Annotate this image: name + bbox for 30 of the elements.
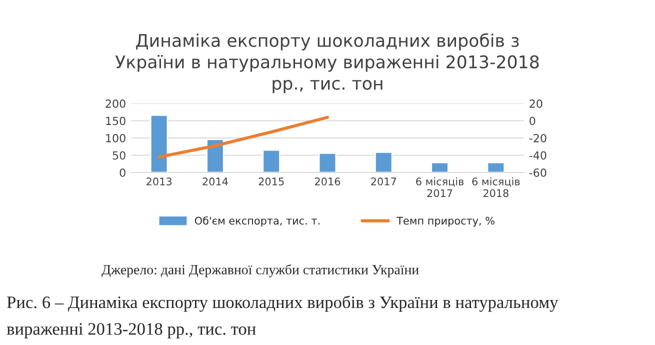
legend-label: Темп приросту, % — [396, 216, 494, 227]
y2-tick-label: 0 — [530, 116, 536, 126]
y2-tick-label: 20 — [530, 99, 542, 108]
y-tick-label: 200 — [106, 99, 126, 108]
y2-tick-label: -20 — [529, 134, 546, 142]
y2-tick-label: -40 — [529, 151, 546, 160]
y-tick-label: 100 — [106, 134, 126, 142]
y-tick-label: 0 — [120, 168, 126, 177]
x-tick-label: 2015 — [258, 178, 284, 186]
bar — [262, 149, 280, 172]
bar — [486, 162, 506, 172]
x-tick-label: 2016 — [315, 178, 340, 186]
y-tick-label: 150 — [106, 116, 126, 126]
x-tick-label: 2014 — [202, 178, 228, 186]
bar — [206, 138, 224, 172]
bar — [430, 162, 449, 172]
x-tick-label: 2017 — [371, 178, 396, 186]
x-tick-label: 6 місяців 2017 — [416, 177, 464, 198]
line-series — [158, 116, 330, 159]
text: Рис. 6 – Динаміка експорту шоколадних виробів з України в натуральному вираженні 2013-2018 рр., тис. тон — [6, 296, 558, 338]
y-tick-label: 50 — [112, 151, 126, 160]
legend-label: Об'єм експорта, тис. т. — [194, 216, 320, 227]
x-tick-label: 2013 — [146, 178, 172, 186]
bar — [318, 152, 337, 172]
y2-tick-label: -60 — [529, 168, 546, 177]
bar — [150, 114, 168, 172]
chart-title: Динаміка експорту шоколадних виробів з України в натуральному вираженні 2013-2018 рр., тис. тон — [115, 33, 539, 94]
text: Джерело: дані Державної служби статистики України — [102, 264, 419, 278]
bar — [374, 151, 393, 172]
x-tick-label: 6 місяців 2018 — [472, 177, 520, 198]
